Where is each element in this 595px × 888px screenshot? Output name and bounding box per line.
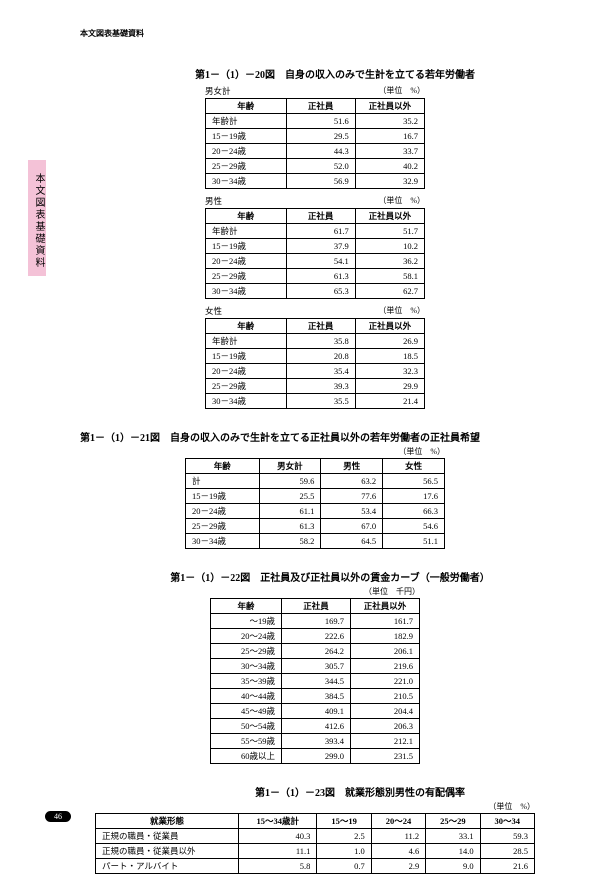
table-row: 25－29歳61.367.054.6 [186, 519, 445, 534]
table-row: 30－34歳56.932.9 [206, 174, 425, 189]
unit: （単位 %） [378, 85, 425, 97]
table-row: 25～29歳264.2206.1 [211, 644, 420, 659]
table-20b: 年齢正社員正社員以外 年齢計61.751.7 15－19歳37.910.2 20… [205, 208, 425, 299]
table-row: 30－34歳35.521.4 [206, 394, 425, 409]
side-tab: 本文図表基礎資料 [28, 160, 46, 276]
table-row: 年齢計61.751.7 [206, 224, 425, 239]
table-row: 20－24歳54.136.2 [206, 254, 425, 269]
table-20a: 年齢正社員正社員以外 年齢計51.635.2 15－19歳29.516.7 20… [205, 98, 425, 189]
table-row: 55～59歳393.4212.1 [211, 734, 420, 749]
table-row: ～19歳169.7161.7 [211, 614, 420, 629]
t20a-label: 男女計 [205, 85, 231, 97]
table-23: 就業形態 15～34歳計 15～19 20～24 25～29 30～34 正規の… [95, 813, 535, 874]
table-22: 年齢正社員正社員以外 ～19歳169.7161.7 20～24歳222.6182… [210, 598, 420, 764]
table-20c: 年齢正社員正社員以外 年齢計35.826.9 15－19歳20.818.5 20… [205, 318, 425, 409]
table-row: 正規の職員・従業員以外11.11.04.614.028.5 [96, 844, 535, 859]
page-number: 46 [45, 811, 71, 822]
table-row: 35～39歳344.5221.0 [211, 674, 420, 689]
table-row: 15－19歳20.818.5 [206, 349, 425, 364]
table-row: 50～54歳412.6206.3 [211, 719, 420, 734]
table-row: 年齢計35.826.9 [206, 334, 425, 349]
t20c-label: 女性 [205, 305, 222, 317]
table-row: 正規の職員・従業員40.32.511.233.159.3 [96, 829, 535, 844]
table-21: 年齢男女計男性女性 計59.663.256.5 15－19歳25.577.617… [185, 458, 445, 549]
table-row: 15－19歳37.910.2 [206, 239, 425, 254]
t20b-label: 男性 [205, 195, 222, 207]
table-row: 45～49歳409.1204.4 [211, 704, 420, 719]
table-row: 年齢計51.635.2 [206, 114, 425, 129]
title-21: 第1－（1）－21図 自身の収入のみで生計を立てる正社員以外の若年労働者の正社員… [80, 429, 480, 444]
title-23: 第1－（1）－23図 就業形態別男性の有配偶率 [255, 784, 465, 799]
main-content: 第1－（1）－20図 自身の収入のみで生計を立てる若年労働者 男女計 （単位 %）… [80, 60, 550, 888]
table-row: 30－34歳58.264.551.1 [186, 534, 445, 549]
table-row: 60歳以上299.0231.5 [211, 749, 420, 764]
table-row: 15－19歳25.577.617.6 [186, 489, 445, 504]
table-row: 30－34歳65.362.7 [206, 284, 425, 299]
page-header: 本文図表基礎資料 [80, 28, 144, 39]
title-22: 第1－（1）－22図 正社員及び正社員以外の賃金カーブ（一般労働者） [170, 569, 489, 584]
table-row: 20－24歳35.432.3 [206, 364, 425, 379]
table-row: 15－19歳29.516.7 [206, 129, 425, 144]
table-row: 25－29歳52.040.2 [206, 159, 425, 174]
table-row: 20－24歳61.153.466.3 [186, 504, 445, 519]
table-row: 25－29歳39.329.9 [206, 379, 425, 394]
table-row: パート・アルバイト5.80.72.99.021.6 [96, 859, 535, 874]
table-row: 20～24歳222.6182.9 [211, 629, 420, 644]
table-row: 40～44歳384.5210.5 [211, 689, 420, 704]
title-20: 第1－（1）－20図 自身の収入のみで生計を立てる若年労働者 [195, 66, 475, 81]
table-row: 25－29歳61.358.1 [206, 269, 425, 284]
table-row: 計59.663.256.5 [186, 474, 445, 489]
table-row: 30～34歳305.7219.6 [211, 659, 420, 674]
table-row: 20－24歳44.333.7 [206, 144, 425, 159]
